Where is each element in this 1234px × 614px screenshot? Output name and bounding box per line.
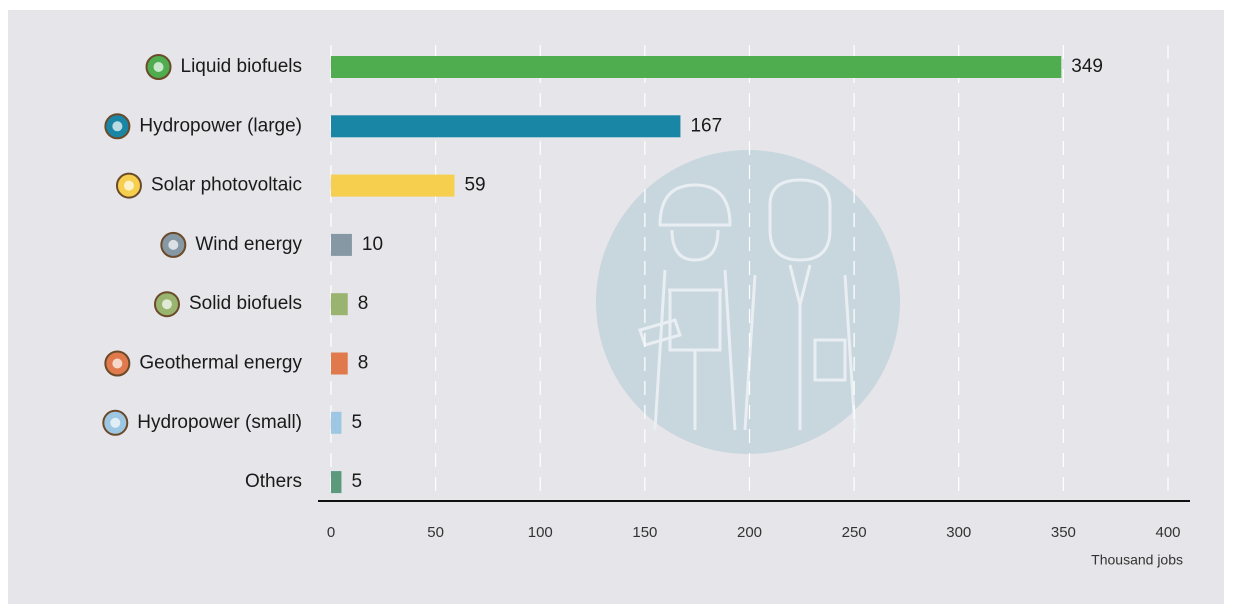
category-label: Geothermal energy [139,353,302,374]
x-tick-label: 350 [1051,524,1076,541]
x-axis-label: Thousand jobs [1091,552,1183,568]
category-label: Liquid biofuels [181,56,302,77]
category-label: Hydropower (small) [137,412,302,433]
x-tick-label: 150 [632,524,657,541]
category-label: Solar photovoltaic [151,175,302,196]
value-label: 349 [1071,56,1103,77]
bar [331,115,680,137]
chart: Thousand jobs 0 50 100 150 200 250 300 350 400 Li… [0,0,1234,614]
category-icon-inner [124,181,134,191]
category-label: Others [245,471,302,492]
bar [331,175,454,197]
bar [331,293,348,315]
value-label: 167 [690,115,722,136]
category-label: Solid biofuels [189,293,302,314]
bar [331,471,341,493]
x-tick-label: 300 [946,524,971,541]
bar [331,412,341,434]
bar [331,353,348,375]
bar [331,56,1061,78]
x-tick-label: 0 [327,524,335,541]
value-label: 5 [351,412,362,433]
category-icon-inner [168,240,178,250]
x-tick-label: 100 [528,524,553,541]
category-label: Hydropower (large) [139,115,302,136]
x-tick-label: 400 [1155,524,1180,541]
category-icon-inner [112,359,122,369]
category-icon-inner [112,121,122,131]
value-label: 5 [351,471,362,492]
x-tick-label: 250 [842,524,867,541]
value-label: 59 [464,175,485,196]
category-icon-inner [154,62,164,72]
category-icon-inner [162,299,172,309]
category-icon-inner [110,418,120,428]
bar [331,234,352,256]
category-label: Wind energy [195,234,302,255]
x-tick-label: 50 [427,524,444,541]
value-label: 10 [362,234,383,255]
value-label: 8 [358,353,369,374]
x-tick-label: 200 [737,524,762,541]
value-label: 8 [358,293,369,314]
